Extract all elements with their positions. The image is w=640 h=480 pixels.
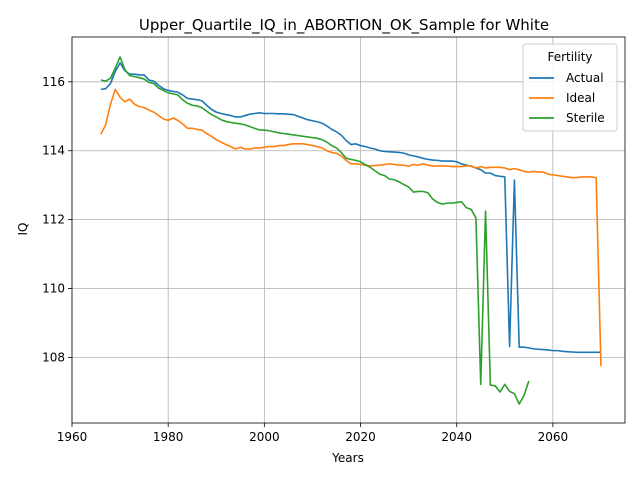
chart-title: Upper_Quartile_IQ_in_ABORTION_OK_Sample … [139, 16, 549, 35]
x-axis-ticks: 1960 1980 2000 2020 2040 2060 [57, 423, 568, 444]
y-tick-label: 108 [42, 351, 65, 365]
legend: Fertility Actual Ideal Sterile [522, 43, 618, 132]
y-tick-label: 112 [42, 213, 65, 227]
plot-frame [71, 36, 626, 424]
y-tick-label: 116 [42, 75, 65, 89]
legend-title: Fertility [547, 50, 592, 64]
x-tick-label: 2040 [441, 430, 472, 444]
x-axis-label: Years [331, 451, 364, 465]
y-axis-label: IQ [16, 223, 30, 236]
legend-box [522, 43, 618, 132]
y-tick-label: 110 [42, 282, 65, 296]
series-line-actual [100, 62, 601, 354]
legend-label-sterile: Sterile [566, 111, 605, 125]
series-lines [100, 56, 602, 405]
x-tick-label: 1980 [153, 430, 184, 444]
series-line-ideal [100, 88, 602, 367]
series-line-sterile [100, 56, 530, 405]
y-tick-label: 114 [42, 144, 65, 158]
x-tick-label: 2020 [345, 430, 376, 444]
x-tick-label: 2060 [538, 430, 569, 444]
legend-items: Actual Ideal Sterile [529, 71, 605, 125]
legend-label-actual: Actual [566, 71, 604, 85]
x-tick-label: 2000 [249, 430, 280, 444]
y-axis-ticks: 108 110 112 114 116 [42, 75, 72, 365]
x-tick-label: 1960 [57, 430, 88, 444]
legend-label-ideal: Ideal [566, 91, 595, 105]
